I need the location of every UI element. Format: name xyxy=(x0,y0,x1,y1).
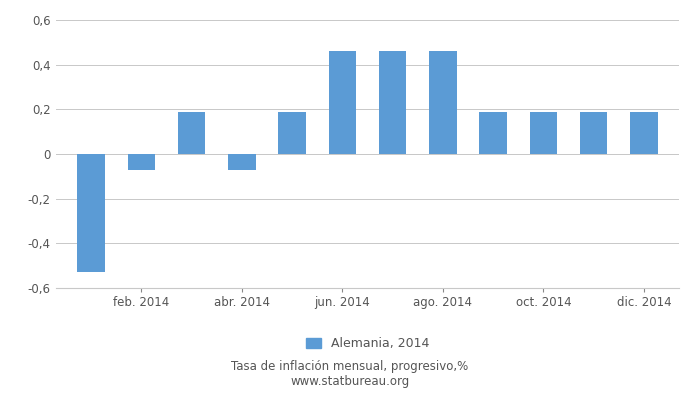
Bar xyxy=(228,154,256,170)
Text: Tasa de inflación mensual, progresivo,%: Tasa de inflación mensual, progresivo,% xyxy=(232,360,468,373)
Bar xyxy=(630,112,657,154)
Bar xyxy=(480,112,507,154)
Bar xyxy=(580,112,608,154)
Legend: Alemania, 2014: Alemania, 2014 xyxy=(306,337,429,350)
Bar xyxy=(429,51,456,154)
Bar xyxy=(529,112,557,154)
Bar xyxy=(78,154,105,272)
Text: www.statbureau.org: www.statbureau.org xyxy=(290,375,410,388)
Bar xyxy=(379,51,407,154)
Bar xyxy=(328,51,356,154)
Bar xyxy=(178,112,206,154)
Bar xyxy=(127,154,155,170)
Bar xyxy=(279,112,306,154)
